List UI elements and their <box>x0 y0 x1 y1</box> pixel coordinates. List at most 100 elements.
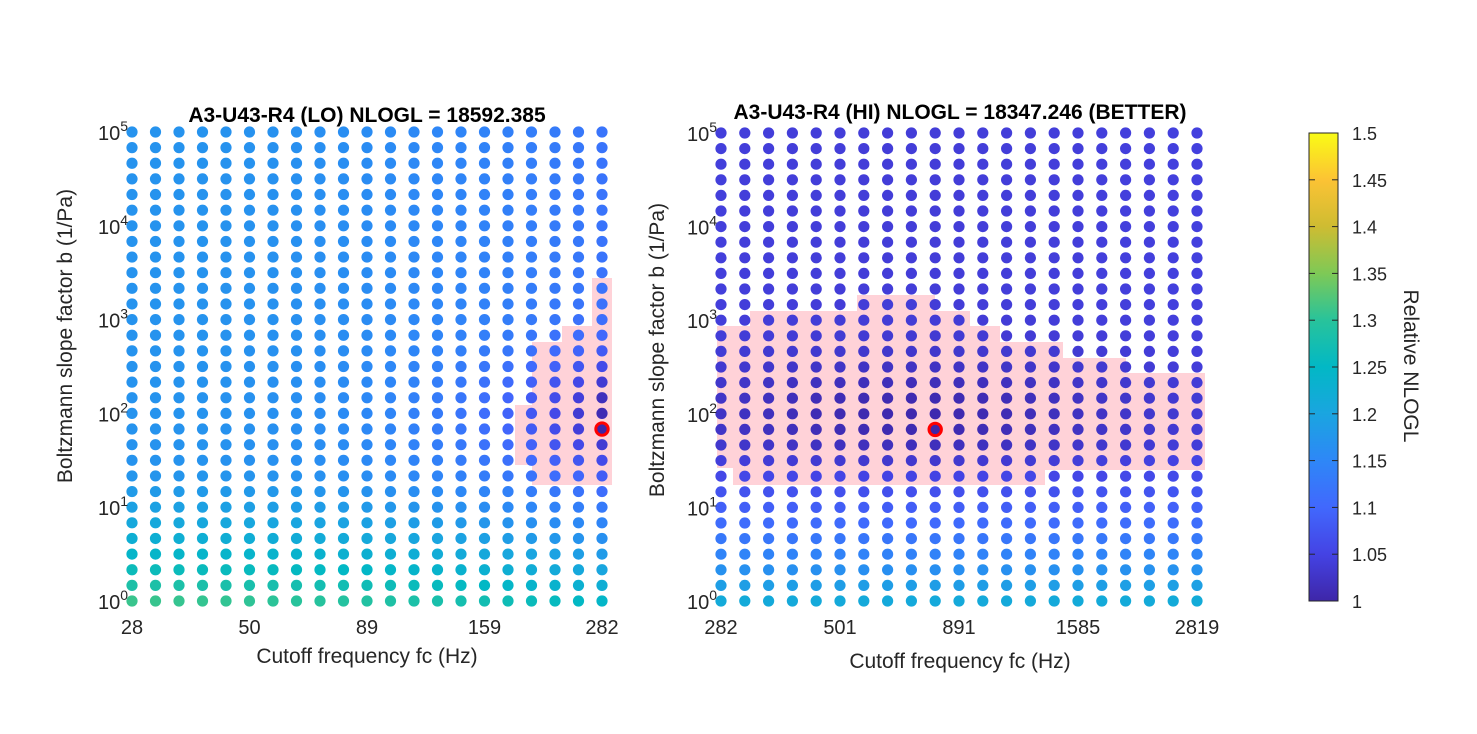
grid-point <box>596 267 608 279</box>
grid-point <box>953 486 965 498</box>
grid-point <box>1120 314 1132 326</box>
grid-point <box>929 236 941 248</box>
grid-point <box>1120 548 1132 560</box>
grid-point <box>314 376 326 388</box>
grid-point <box>502 314 514 326</box>
grid-point <box>384 360 397 373</box>
grid-point <box>502 485 514 498</box>
grid-point <box>549 314 561 326</box>
grid-point <box>763 189 775 201</box>
grid-point <box>1024 423 1036 435</box>
grid-point <box>596 314 608 326</box>
grid-point <box>1191 267 1203 279</box>
grid-point <box>149 595 162 607</box>
grid-point <box>929 205 941 217</box>
grid-point <box>478 345 491 357</box>
grid-point <box>882 205 894 217</box>
grid-point <box>173 173 185 185</box>
grid-point <box>882 283 894 295</box>
grid-point <box>1143 470 1155 482</box>
grid-point <box>739 548 751 560</box>
grid-point <box>929 189 941 201</box>
grid-point <box>1143 548 1155 560</box>
grid-point <box>455 329 467 341</box>
grid-point <box>431 564 444 576</box>
grid-point <box>572 454 585 466</box>
grid-point <box>786 548 799 560</box>
grid-point <box>220 204 232 216</box>
grid-point <box>715 564 727 576</box>
grid-point <box>1167 408 1179 420</box>
grid-point <box>478 392 491 404</box>
x-tick-label: 891 <box>942 617 975 639</box>
grid-point <box>572 235 585 248</box>
grid-point <box>929 579 941 592</box>
grid-point <box>314 564 326 576</box>
grid-point <box>502 126 514 138</box>
grid-point <box>431 142 444 154</box>
grid-point <box>502 501 514 513</box>
grid-point <box>1024 470 1036 482</box>
grid-point <box>905 205 918 217</box>
grid-point <box>739 127 751 139</box>
grid-point <box>314 485 326 498</box>
grid-point <box>314 501 326 513</box>
grid-point <box>1120 330 1132 342</box>
grid-point <box>572 423 585 435</box>
grid-point <box>905 143 918 155</box>
grid-point <box>834 127 846 139</box>
grid-point <box>905 283 918 295</box>
grid-point <box>361 564 373 576</box>
grid-point <box>572 360 585 373</box>
grid-point <box>929 377 941 389</box>
grid-point <box>882 564 894 576</box>
grid-point <box>455 407 467 419</box>
left-grid-points <box>126 126 610 607</box>
grid-point <box>337 251 350 263</box>
grid-point <box>384 392 397 404</box>
grid-point <box>858 189 870 201</box>
grid-point <box>1096 345 1108 357</box>
grid-point <box>929 330 941 342</box>
grid-point <box>408 235 420 248</box>
grid-point <box>1024 517 1036 529</box>
grid-point <box>173 423 185 435</box>
grid-point <box>715 548 727 560</box>
grid-point <box>173 298 185 310</box>
grid-point <box>455 157 467 169</box>
grid-point <box>243 157 256 169</box>
grid-point <box>977 377 989 389</box>
grid-point <box>786 486 799 498</box>
colorbar: 1 1.05 1.1 1.15 1.2 1.25 1.3 1.35 1.4 1.45 1.5 Rel… <box>1308 124 1422 612</box>
grid-point <box>220 360 232 373</box>
grid-point <box>1024 283 1036 295</box>
grid-point <box>810 486 822 498</box>
grid-point <box>149 485 162 498</box>
grid-point <box>1048 189 1060 201</box>
grid-point <box>596 251 608 263</box>
grid-point <box>525 423 538 435</box>
colorbar-tick-label: 1.45 <box>1352 171 1387 191</box>
grid-point <box>715 267 727 279</box>
grid-point <box>1096 330 1108 342</box>
grid-point <box>739 345 751 357</box>
grid-point <box>384 329 397 341</box>
grid-point <box>549 220 561 232</box>
grid-point <box>572 345 585 357</box>
grid-point <box>149 501 162 513</box>
grid-point <box>220 298 232 310</box>
grid-point <box>905 408 918 420</box>
grid-point <box>1001 236 1013 248</box>
grid-point <box>953 345 965 357</box>
grid-point <box>1143 267 1155 279</box>
grid-point <box>739 517 751 529</box>
grid-point <box>455 142 467 154</box>
grid-point <box>1167 267 1179 279</box>
grid-point <box>715 283 727 295</box>
grid-point <box>882 423 894 435</box>
grid-point <box>1120 486 1132 498</box>
grid-point <box>243 251 256 263</box>
grid-point <box>173 532 185 545</box>
grid-point <box>1167 221 1179 233</box>
grid-point <box>1143 486 1155 498</box>
